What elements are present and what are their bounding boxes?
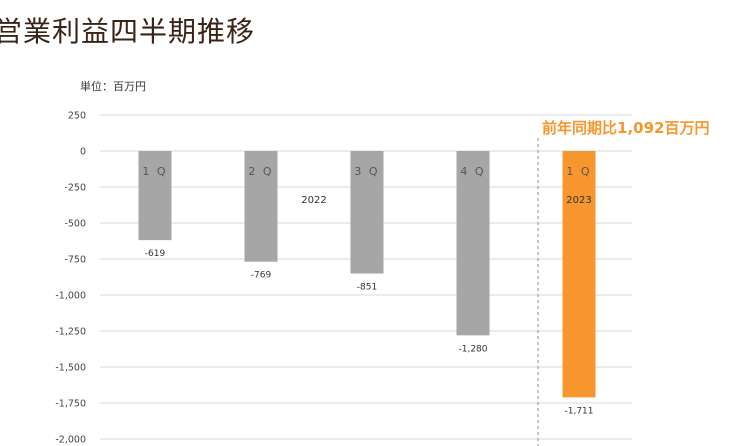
year-label-2023: 2023: [566, 195, 591, 206]
unit-label: 単位：百万円: [80, 80, 146, 93]
data-label: -1,280: [458, 344, 487, 354]
y-tick-label: -1,250: [55, 327, 86, 338]
page-title: 営業利益四半期推移: [0, 15, 256, 48]
data-label: -851: [357, 283, 377, 293]
y-tick-label: -500: [64, 219, 86, 230]
year-label-2022: 2022: [301, 195, 326, 206]
y-tick-label: -250: [64, 183, 86, 194]
bar-1q-2022: [138, 151, 172, 241]
bar-3q-2022: [350, 151, 384, 274]
quarter-label: 4 Q: [460, 165, 485, 178]
data-label: -619: [145, 249, 166, 259]
bar-1q-2023: [562, 151, 596, 398]
bar-4q-2022: [456, 151, 490, 336]
quarter-label: 1 Q: [566, 165, 591, 178]
data-label: -769: [251, 271, 272, 281]
quarter-label: 1 Q: [142, 165, 167, 178]
bar-2q-2022: [244, 151, 278, 262]
yoy-annotation: 前年同期比1,092百万円: [542, 119, 710, 137]
y-tick-label: -1,000: [55, 291, 86, 302]
y-tick-label: -750: [64, 255, 86, 266]
quarter-label: 3 Q: [354, 165, 379, 178]
y-tick-label: 0: [80, 147, 86, 158]
y-tick-label: 250: [68, 111, 86, 122]
y-tick-label: -1,750: [55, 399, 86, 410]
y-tick-label: -2,000: [55, 435, 86, 446]
quarter-label: 2 Q: [248, 165, 273, 178]
y-tick-label: -1,500: [55, 363, 86, 374]
data-label: -1,711: [564, 406, 593, 416]
